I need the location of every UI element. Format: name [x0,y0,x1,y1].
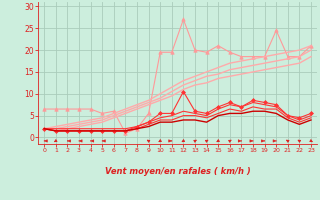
X-axis label: Vent moyen/en rafales ( km/h ): Vent moyen/en rafales ( km/h ) [105,167,251,176]
